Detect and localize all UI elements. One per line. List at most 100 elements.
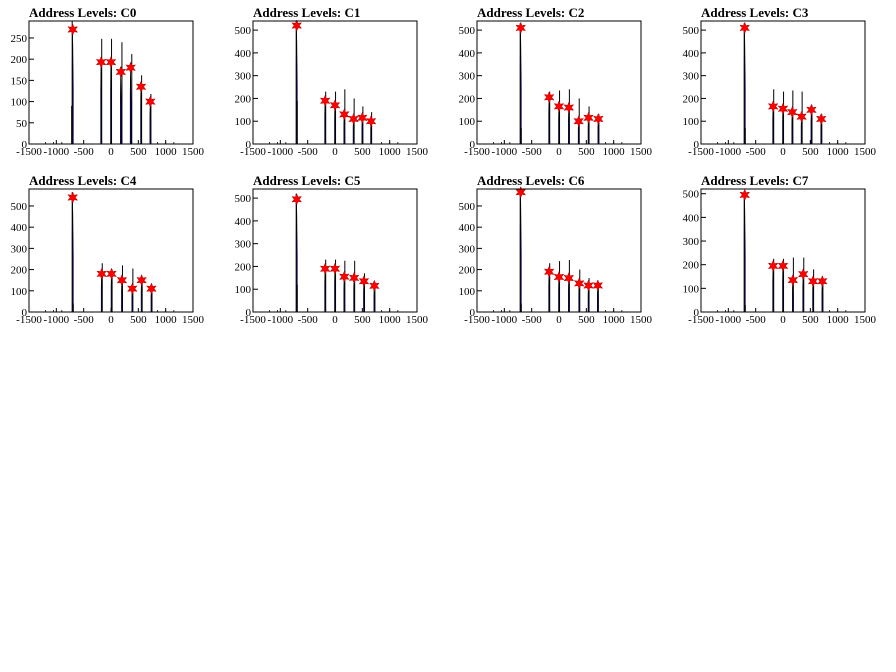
y-tick-label: 150 [11,75,28,87]
y-tick-label: 400 [235,216,252,228]
x-tick-label: 1000 [155,314,178,326]
chart-title: Address Levels: C0 [29,5,136,20]
chart-panel-5: Address Levels: C50100200300400500-1500-… [235,173,429,326]
y-tick-label: 400 [459,222,476,234]
peak-marker [777,102,789,115]
peak-marker [573,277,585,290]
y-tick-label: 300 [683,71,700,83]
peak-marker [543,91,555,104]
peak-marker [583,111,594,124]
x-tick-label: 500 [354,314,371,326]
peak-marker [319,262,331,275]
peak-marker [126,282,138,295]
y-tick-label: 0 [22,139,28,151]
peak-marker [786,105,798,119]
y-tick-label: 200 [11,54,28,66]
x-tick-label: -1500 [240,146,266,158]
peak-marker [563,271,575,285]
y-tick-label: 200 [683,260,700,272]
x-tick-label: 500 [130,314,147,326]
peak-marker [358,275,370,288]
histogram-content [45,192,175,312]
y-tick-label: 0 [694,139,700,151]
y-tick-label: 0 [694,307,700,319]
peak-marker [739,21,751,35]
histogram-content [268,21,399,144]
histogram-content [45,21,175,144]
peak-marker [145,95,156,108]
x-tick-label: -1000 [267,146,293,158]
x-tick-label: -1500 [688,146,714,158]
x-tick-label: 1500 [854,314,877,326]
x-tick-label: -500 [522,314,543,326]
chart-title: Address Levels: C4 [29,173,137,188]
chart-panel-7: Address Levels: C70100200300400500-1500-… [683,173,877,326]
x-tick-label: -1000 [43,146,69,158]
x-tick-label: 0 [108,314,114,326]
chart-panel-6: Address Levels: C60100200300400500-1500-… [459,173,653,326]
peak-marker [369,279,380,292]
y-tick-label: 500 [459,201,476,213]
peak-marker [125,61,137,74]
peak-marker [338,270,350,283]
peak-marker [593,112,604,126]
peak-marker [543,265,555,278]
peak-marker [807,275,819,288]
histogram-content [717,191,847,312]
histogram-peak [129,67,132,144]
peak-marker [291,19,303,32]
peak-marker [106,267,117,281]
x-tick-label: -1000 [267,314,293,326]
y-tick-label: 300 [11,243,28,255]
peak-marker [348,271,360,285]
chart-title: Address Levels: C3 [701,5,809,20]
peak-marker [787,273,799,287]
x-tick-label: -500 [74,314,95,326]
y-tick-label: 400 [235,48,252,60]
y-tick-label: 100 [11,286,28,298]
chart-title: Address Levels: C2 [477,5,584,20]
y-tick-label: 200 [683,93,700,105]
peak-marker [105,55,117,69]
peak-marker [365,115,377,128]
x-tick-label: -500 [298,314,319,326]
x-tick-label: -1000 [491,146,517,158]
y-tick-label: 500 [459,25,476,37]
x-tick-label: -1500 [16,146,42,158]
y-tick-label: 0 [22,307,28,319]
peak-marker [116,274,128,287]
x-tick-label: 1000 [379,146,402,158]
x-tick-label: 500 [802,314,819,326]
peak-marker [291,193,303,206]
peak-marker [592,279,604,292]
peak-marker [553,100,565,113]
peak-marker [67,191,79,204]
x-tick-label: 500 [578,314,595,326]
y-tick-label: 400 [683,212,700,224]
peak-marker [563,101,575,114]
y-tick-label: 100 [459,116,476,128]
y-tick-label: 0 [470,139,476,151]
y-tick-label: 500 [11,201,28,213]
x-tick-label: 1500 [182,314,205,326]
x-tick-label: 1500 [630,314,653,326]
y-tick-label: 500 [235,193,252,205]
peak-marker [146,282,157,295]
histogram-content [492,189,623,312]
chart-panel-1: Address Levels: C10100200300400500-1500-… [235,5,429,158]
x-tick-label: -1000 [43,314,69,326]
histogram-peak [120,71,122,144]
peak-marker [515,186,527,199]
peak-marker [796,110,807,123]
x-tick-label: 1500 [182,146,205,158]
y-tick-label: 400 [11,222,28,234]
y-tick-label: 400 [459,48,476,60]
peak-marker [515,21,527,35]
x-tick-label: -1500 [16,314,42,326]
peak-marker [767,100,779,113]
x-tick-label: 0 [556,146,562,158]
chart-panel-3: Address Levels: C30100200300400500-1500-… [683,5,877,158]
x-tick-label: -1000 [491,314,517,326]
peak-marker [806,103,817,117]
